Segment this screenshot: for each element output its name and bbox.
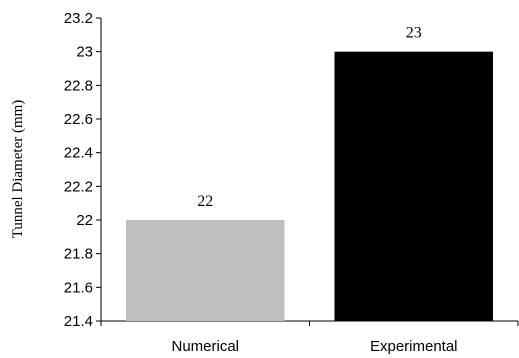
y-axis: 21.4 21.6 21.8 22 22.2 22.4 22.6 22.8 23 23.2 bbox=[64, 10, 102, 330]
bar-numerical bbox=[126, 220, 285, 321]
x-axis: Numerical Experimental bbox=[100, 320, 519, 355]
y-tick-label: 21.6 bbox=[64, 279, 93, 296]
x-category-label: Numerical bbox=[171, 338, 239, 355]
bars: 22 23 bbox=[126, 25, 493, 322]
y-tick-label: 23 bbox=[76, 44, 93, 61]
y-tick-label: 21.4 bbox=[64, 313, 93, 330]
bar-experimental bbox=[334, 51, 493, 322]
y-tick-label: 22.6 bbox=[64, 111, 93, 128]
y-tick-label: 22.2 bbox=[64, 178, 93, 195]
y-tick-label: 23.2 bbox=[64, 10, 93, 27]
y-tick-label: 22.4 bbox=[64, 145, 93, 162]
data-label-numerical: 22 bbox=[197, 193, 213, 210]
y-axis-title: Tunnel Diameter (mm) bbox=[10, 100, 26, 239]
y-tick-label: 22 bbox=[76, 212, 93, 229]
y-tick-label: 22.8 bbox=[64, 77, 93, 94]
y-tick-label: 21.8 bbox=[64, 246, 93, 263]
x-category-label: Experimental bbox=[370, 338, 458, 355]
data-label-experimental: 23 bbox=[406, 25, 422, 42]
